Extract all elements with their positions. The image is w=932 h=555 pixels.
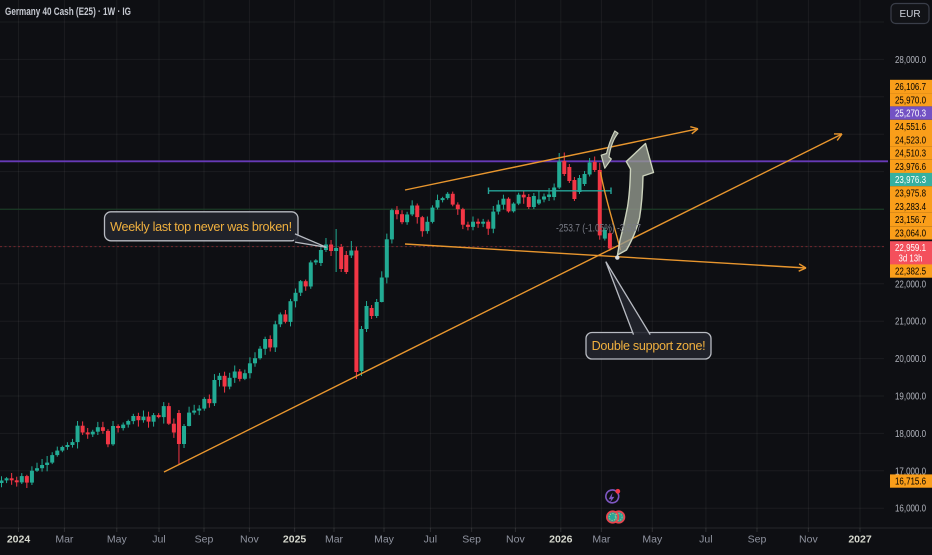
svg-text:Mar: Mar bbox=[55, 534, 74, 546]
svg-text:2026: 2026 bbox=[549, 534, 573, 546]
svg-text:Sep: Sep bbox=[748, 534, 767, 546]
svg-text:May: May bbox=[374, 534, 395, 546]
svg-text:Nov: Nov bbox=[506, 534, 525, 546]
svg-text:Sep: Sep bbox=[195, 534, 214, 546]
svg-text:28,000.0: 28,000.0 bbox=[895, 55, 926, 66]
svg-text:26,106.7: 26,106.7 bbox=[895, 82, 926, 93]
svg-text:Jul: Jul bbox=[152, 534, 165, 546]
svg-text:23,064.0: 23,064.0 bbox=[895, 228, 926, 239]
svg-text:Jul: Jul bbox=[424, 534, 437, 546]
svg-text:25,970.0: 25,970.0 bbox=[895, 95, 926, 106]
svg-text:2027: 2027 bbox=[848, 534, 872, 546]
svg-text:Sep: Sep bbox=[462, 534, 481, 546]
svg-text:Germany 40 Cash (E25) · 1W · I: Germany 40 Cash (E25) · 1W · IG bbox=[5, 6, 131, 18]
svg-text:21,000.0: 21,000.0 bbox=[895, 317, 926, 328]
svg-text:2024: 2024 bbox=[7, 534, 31, 546]
svg-text:May: May bbox=[107, 534, 128, 546]
svg-text:23,283.4: 23,283.4 bbox=[895, 202, 926, 213]
svg-text:24,551.6: 24,551.6 bbox=[895, 122, 926, 133]
svg-text:23,976.6: 23,976.6 bbox=[895, 162, 926, 173]
svg-text:2025: 2025 bbox=[283, 534, 307, 546]
svg-text:19,000.0: 19,000.0 bbox=[895, 392, 926, 403]
svg-text:16,715.6: 16,715.6 bbox=[895, 477, 926, 488]
svg-text:20,000.0: 20,000.0 bbox=[895, 354, 926, 365]
svg-text:Mar: Mar bbox=[592, 534, 611, 546]
svg-text:24,510.3: 24,510.3 bbox=[895, 149, 926, 160]
svg-text:23,156.7: 23,156.7 bbox=[895, 215, 926, 226]
svg-text:Jul: Jul bbox=[699, 534, 712, 546]
svg-text:-253.7 (-1.05%) -3,537: -253.7 (-1.05%) -3,537 bbox=[556, 223, 641, 235]
svg-text:23,976.3: 23,976.3 bbox=[895, 175, 926, 186]
svg-text:Weekly last top never was brok: Weekly last top never was broken! bbox=[110, 220, 292, 234]
svg-text:Nov: Nov bbox=[240, 534, 259, 546]
svg-text:Mar: Mar bbox=[325, 534, 344, 546]
svg-text:23,975.8: 23,975.8 bbox=[895, 189, 926, 200]
svg-text:EUR: EUR bbox=[899, 9, 920, 20]
svg-text:Double support zone!: Double support zone! bbox=[592, 339, 706, 353]
svg-text:22,382.5: 22,382.5 bbox=[895, 267, 926, 278]
svg-text:24,523.0: 24,523.0 bbox=[895, 135, 926, 146]
svg-text:3d 13h: 3d 13h bbox=[899, 253, 923, 264]
svg-text:Nov: Nov bbox=[799, 534, 818, 546]
svg-text:16,000.0: 16,000.0 bbox=[895, 504, 926, 515]
svg-text:May: May bbox=[642, 534, 663, 546]
svg-text:18,000.0: 18,000.0 bbox=[895, 429, 926, 440]
svg-text:25,270.3: 25,270.3 bbox=[895, 109, 926, 120]
svg-text:22,000.0: 22,000.0 bbox=[895, 279, 926, 290]
